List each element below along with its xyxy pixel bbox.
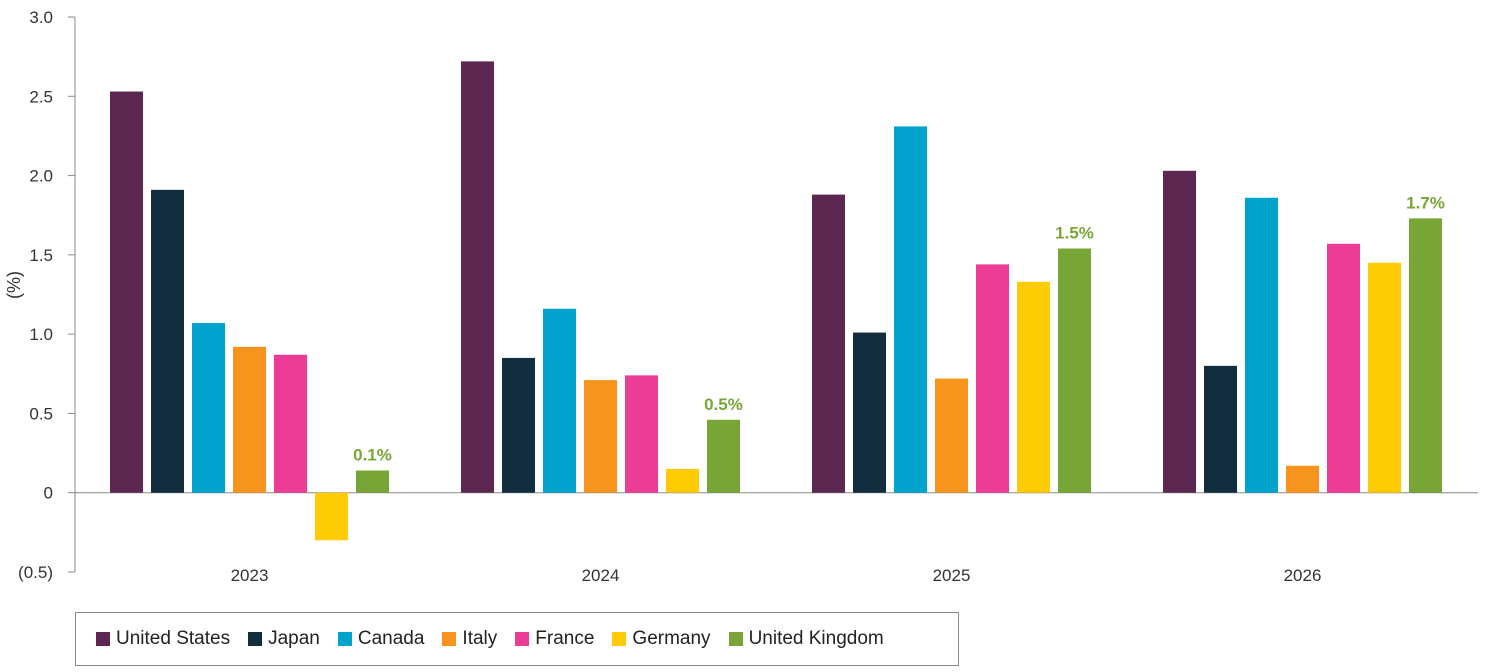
legend-label: United Kingdom [748, 628, 884, 649]
bar-france-2024 [625, 375, 658, 493]
x-tick-label: 2023 [231, 566, 269, 585]
data-label-2026: 1.7% [1406, 193, 1445, 212]
chart-legend: United States Japan Canada Italy France Germa… [75, 612, 959, 666]
legend-label: France [535, 628, 595, 649]
data-label-2023: 0.1% [353, 446, 392, 465]
bar-france-2023 [274, 354, 307, 493]
bar-germany-2025 [1017, 281, 1050, 493]
bar-canada-2025 [894, 126, 927, 493]
y-tick-label: 2.5 [29, 87, 53, 106]
bar-germany-2023 [315, 492, 348, 541]
bar-germany-2024 [666, 468, 699, 493]
bar-germany-2026 [1368, 262, 1401, 493]
legend-swatch [612, 632, 627, 646]
legend-swatch [96, 632, 110, 646]
y-tick-label: 1.5 [29, 246, 53, 265]
legend-item: Japan [248, 628, 320, 650]
legend-swatch [728, 632, 743, 646]
y-axis-label: (%) [4, 271, 24, 299]
legend-label: United States [116, 628, 231, 649]
bar-canada-2026 [1245, 197, 1278, 493]
y-tick-label: 0.5 [29, 404, 53, 423]
legend-swatch [515, 632, 530, 646]
bar-united-states-2025 [812, 194, 845, 493]
legend-label: Canada [357, 628, 425, 649]
legend-item: United States [96, 628, 230, 650]
y-tick-label: 2.0 [29, 167, 53, 186]
x-tick-label: 2024 [582, 566, 620, 585]
bar-canada-2024 [543, 308, 576, 493]
bar-canada-2023 [192, 323, 225, 493]
bar-united-states-2026 [1163, 170, 1196, 493]
bar-united-kingdom-2024 [707, 419, 740, 493]
bar-united-kingdom-2025 [1058, 248, 1091, 493]
y-tick-label: 3.0 [29, 8, 53, 27]
x-tick-label: 2026 [1284, 566, 1322, 585]
legend-item: France [515, 628, 594, 650]
legend-item: Germany [612, 628, 711, 650]
bar-italy-2026 [1286, 465, 1319, 493]
legend-swatch [337, 632, 352, 646]
bar-united-kingdom-2026 [1409, 218, 1442, 493]
y-tick-label: 1.0 [29, 325, 53, 344]
bar-united-kingdom-2023 [356, 470, 389, 493]
bar-italy-2023 [233, 346, 266, 493]
bar-italy-2024 [584, 380, 617, 493]
bar-italy-2025 [935, 378, 968, 493]
bar-japan-2024 [502, 357, 535, 493]
legend-label: Japan [268, 628, 320, 649]
bar-france-2026 [1327, 243, 1360, 493]
bar-france-2025 [976, 264, 1009, 493]
y-tick-label: 0 [44, 484, 53, 503]
bar-japan-2026 [1204, 365, 1237, 493]
legend-swatch [442, 632, 457, 646]
legend-label: Italy [462, 628, 498, 649]
data-label-2024: 0.5% [704, 395, 743, 414]
legend-item: Canada [337, 628, 425, 650]
bar-japan-2023 [151, 189, 184, 493]
bar-chart: 3.0 2.5 2.0 1.5 1.0 0.5 0 (0.5) (%) 0.1% 2023 0.5% 2… [4, 8, 1478, 585]
data-label-2025: 1.5% [1055, 224, 1094, 243]
y-tick-label: (0.5) [18, 563, 53, 582]
legend-item: Italy [442, 628, 497, 650]
legend-item: United Kingdom [728, 628, 884, 650]
legend-swatch [248, 632, 263, 646]
x-tick-label: 2025 [933, 566, 971, 585]
legend-label: Germany [632, 628, 711, 649]
bar-united-states-2024 [461, 61, 494, 493]
bar-japan-2025 [853, 332, 886, 493]
bar-united-states-2023 [110, 91, 143, 493]
